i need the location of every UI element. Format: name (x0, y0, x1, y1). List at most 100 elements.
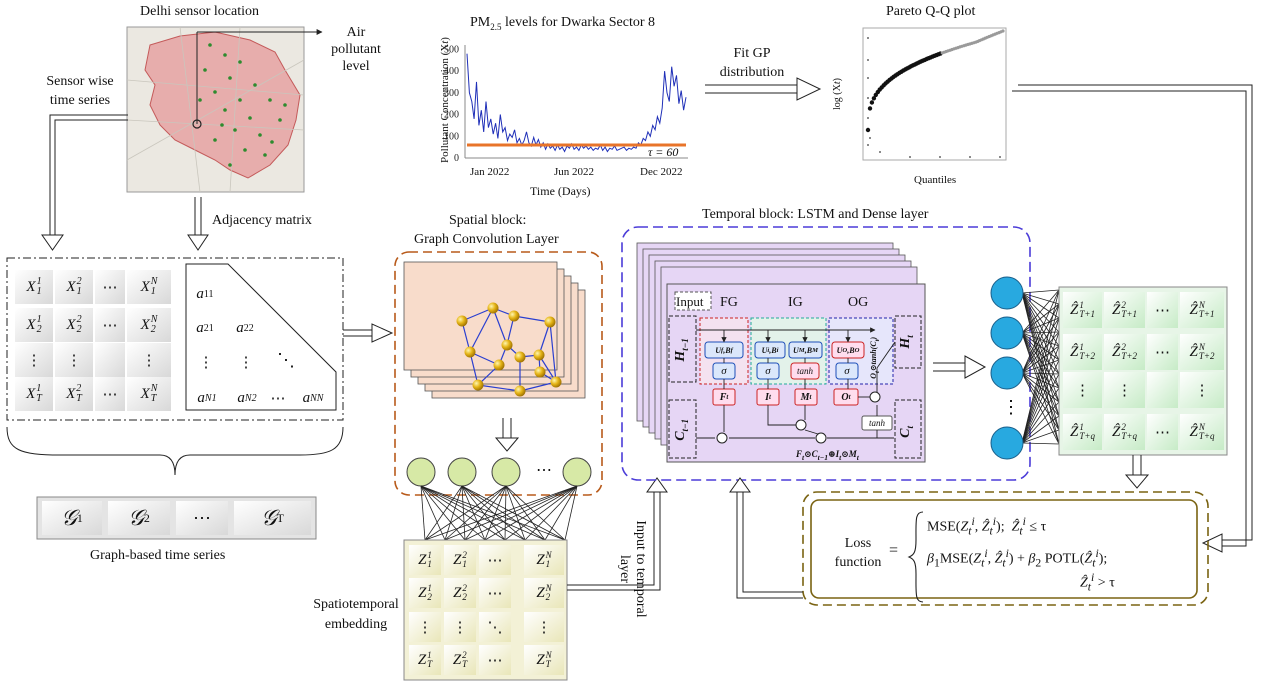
input-temporal-label: Input to temporal layer (617, 520, 648, 618)
qq-ylabel: log (Xt) (832, 78, 843, 110)
temporal-title: Temporal block: LSTM and Dense layer (702, 207, 929, 222)
qq-title: Pareto Q-Q plot (886, 4, 976, 19)
lstm-sigma-i: σ (765, 365, 771, 377)
input-matrix-cell-bg (55, 343, 93, 377)
output-cell: Ẑ 1 T+1 (1070, 300, 1095, 319)
embed-cell-bg (409, 545, 441, 575)
sensor-dot (243, 148, 247, 152)
qq-tick-mark (867, 37, 869, 39)
embed-edge (424, 485, 507, 541)
pm-xtick-jun: Jun 2022 (554, 166, 595, 178)
embed-cell: ⋱ (487, 619, 503, 636)
adj-aN2: a N2 (237, 389, 257, 406)
qq-plot (862, 27, 1007, 161)
input-matrix-cell-bg (15, 308, 53, 342)
output-cell: ⋯ (1155, 424, 1170, 441)
output-cell-bg (1063, 414, 1102, 450)
adj-vdots-2: ⋮ (238, 354, 254, 371)
qq-tick-mark (999, 156, 1001, 158)
graph-edge (469, 351, 479, 386)
embed-cell-bg (479, 612, 511, 642)
input-matrix-cell-bg (15, 270, 53, 304)
output-cell: ⋮ (1117, 382, 1132, 399)
graph-node (508, 310, 520, 322)
embed-edge (524, 485, 578, 541)
lstm-input: Input (676, 294, 704, 309)
graph-edge (513, 315, 551, 323)
sensor-dot (203, 68, 207, 72)
graph-edge (519, 381, 557, 392)
sensor-dot (270, 140, 274, 144)
output-cell-bg (1063, 372, 1102, 408)
output-cell-bg (1147, 414, 1178, 450)
sensor-dot (220, 123, 224, 127)
output-cell: Ẑ 2 T+1 (1112, 300, 1137, 319)
graph-edge (477, 384, 521, 392)
dense-edge (1021, 292, 1060, 403)
dense-edge (1021, 292, 1060, 431)
embed-edge (424, 485, 463, 541)
output-cell: Ẑ N T+q (1189, 422, 1215, 441)
embed-edge (424, 485, 578, 541)
qq-point (867, 106, 873, 111)
pm25-chart: 0 100 200 300 400 500 (444, 44, 688, 164)
output-cell: Ẑ 1 T+q (1070, 422, 1095, 441)
qq-tick-mark (867, 117, 869, 119)
output-cell: Ẑ N T+2 (1189, 342, 1215, 361)
output-cell: ⋮ (1194, 382, 1210, 399)
embed-cell-bg (524, 578, 564, 608)
delhi-map (126, 26, 323, 193)
pm-chart-title: PM2.5 levels for Dwarka Sector 8 (470, 15, 656, 32)
embed-edge (444, 485, 463, 541)
lstm-c-t: Ct (898, 425, 915, 438)
embed-edge (461, 485, 486, 541)
output-cell: Ẑ 2 T+2 (1112, 342, 1137, 361)
adj-aN1: a N1 (197, 389, 217, 406)
qq-tick-mark (869, 137, 871, 139)
dense-edge (1021, 359, 1060, 444)
embed-cell: ⋯ (487, 652, 503, 669)
dense-edge (1021, 317, 1060, 334)
input-matrix-cell-bg (55, 308, 93, 342)
embed-edge (461, 485, 466, 541)
adj-a21: a 21 (196, 319, 214, 336)
output-cell-bg (1147, 372, 1178, 408)
embed-edge (461, 485, 546, 541)
adj-a11: a 11 (196, 285, 214, 302)
input-matrix-cell-bg (127, 343, 171, 377)
sensor-dot (238, 60, 242, 64)
dense-edge (1021, 289, 1060, 444)
embed-edge (484, 485, 578, 541)
lstm-og: OG (848, 295, 869, 310)
dense-edge (1021, 387, 1060, 444)
dense-node (990, 356, 1024, 390)
output-matrix (1058, 286, 1228, 456)
dense-edge (1021, 292, 1060, 333)
embed-edge (564, 485, 578, 541)
output-cell-bg (1104, 372, 1145, 408)
sensor-dot (228, 76, 232, 80)
dense-edge (1021, 292, 1060, 361)
output-cell: ⋮ (1075, 382, 1090, 399)
qq-tick-mark (969, 156, 971, 158)
sensor-dot (238, 98, 242, 102)
sensor-dot (253, 83, 257, 87)
lstm-h-prev: Ht−1 (673, 338, 690, 362)
embed-edge (444, 485, 507, 541)
spatial-graph-card (403, 261, 558, 371)
adjacency-label: Adjacency matrix (212, 213, 312, 228)
output-cell-bg (1147, 334, 1178, 370)
embed-cell-bg (479, 578, 511, 608)
dense-edge (1021, 292, 1060, 305)
pm-ytick: 300 (444, 88, 459, 99)
output-cell: ⋯ (1155, 344, 1170, 361)
pm-ytick: 500 (444, 44, 459, 55)
